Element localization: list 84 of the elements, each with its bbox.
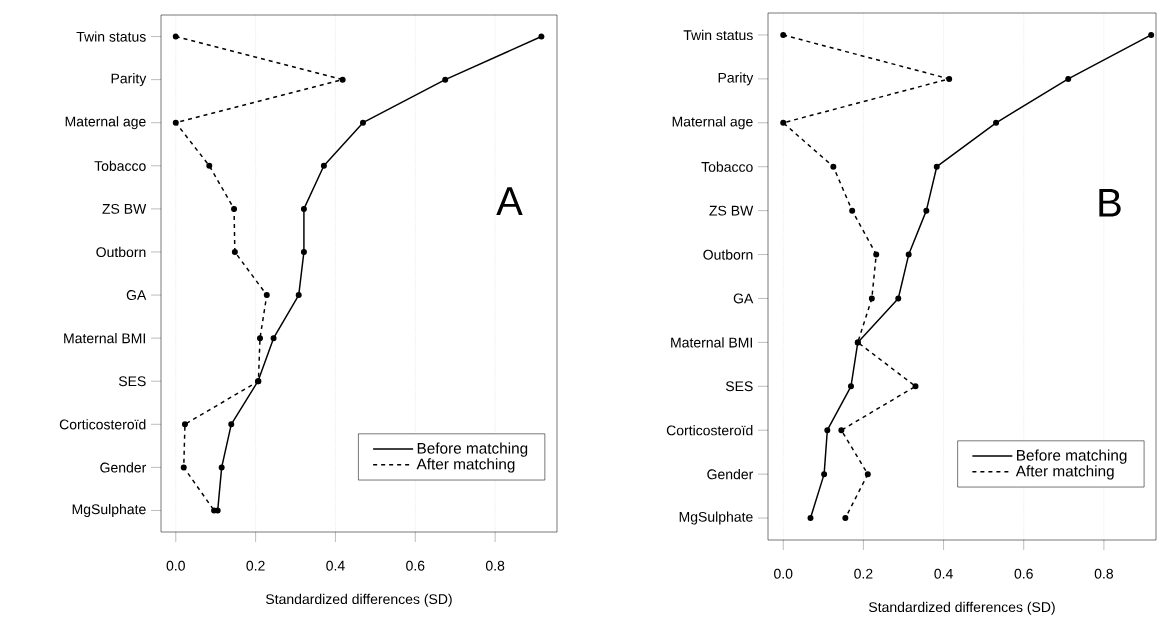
- point: [864, 471, 871, 478]
- y-tick-label: Outborn: [703, 249, 753, 260]
- annotation: B: [1099, 188, 1121, 217]
- point: [231, 205, 238, 212]
- point: [807, 515, 814, 522]
- x-tick-label: 0.6: [406, 560, 425, 571]
- point: [780, 119, 787, 126]
- point: [228, 421, 235, 428]
- x-tick-label: 0.4: [326, 560, 345, 571]
- y-tick-label: Maternal BMI: [64, 332, 145, 344]
- point: [231, 248, 238, 255]
- point: [868, 295, 875, 302]
- y-tick-label: Parity: [718, 72, 754, 86]
- y-tick-label: SES: [725, 381, 753, 392]
- point: [923, 207, 930, 214]
- y-tick-label: Corticosteroïd: [666, 425, 753, 436]
- x-tick-label: 0.2: [246, 560, 265, 571]
- y-tick-label: Outborn: [96, 246, 146, 258]
- point: [849, 207, 856, 214]
- point: [830, 163, 837, 170]
- point: [263, 292, 270, 299]
- y-tick-label: Gender: [100, 462, 147, 473]
- point: [873, 251, 880, 258]
- point: [780, 31, 787, 38]
- y-tick-label: Tobacco: [701, 161, 753, 172]
- y-tick-label: Maternal BMI: [671, 337, 752, 348]
- y-tick-label: GA: [733, 293, 754, 304]
- point: [295, 292, 302, 299]
- y-tick-label: Maternal age: [65, 116, 146, 130]
- y-tick-label: MgSulphate: [72, 503, 146, 517]
- x-tick-label: 0.8: [1094, 568, 1114, 579]
- x-tick-label: 0.8: [485, 560, 505, 571]
- annotation: A: [496, 187, 523, 215]
- point: [847, 383, 854, 390]
- point: [218, 464, 225, 471]
- x-tick-label: 0.0: [166, 560, 185, 571]
- point: [300, 205, 307, 212]
- legend-label: Before matching: [417, 442, 528, 457]
- point: [442, 76, 449, 83]
- point: [180, 464, 187, 471]
- x-tick-label: 0.4: [934, 568, 953, 579]
- y-tick-label: Corticosteroïd: [59, 419, 146, 430]
- point: [905, 251, 912, 258]
- point: [320, 162, 327, 169]
- point: [1148, 31, 1155, 38]
- point: [172, 33, 179, 40]
- y-tick-label: SES: [118, 376, 146, 387]
- point: [206, 162, 213, 169]
- point: [172, 119, 179, 126]
- point: [933, 163, 940, 170]
- y-tick-label: Twin status: [76, 31, 146, 42]
- x-tick-label: 0.2: [854, 568, 873, 579]
- point: [359, 119, 366, 126]
- point: [946, 75, 953, 82]
- point: [300, 248, 307, 255]
- point: [181, 421, 188, 428]
- point: [993, 119, 1000, 126]
- y-tick-label: ZS BW: [709, 205, 754, 216]
- legend-label: After matching: [1015, 465, 1114, 480]
- y-tick-label: ZS BW: [102, 203, 147, 214]
- legend-label: After matching: [416, 458, 515, 473]
- x-tick-label: 0.6: [1014, 568, 1033, 579]
- point: [270, 335, 277, 342]
- point: [842, 515, 849, 522]
- y-tick-label: Maternal age: [672, 116, 753, 130]
- x-axis-title: Standardized differences (SD): [265, 593, 452, 607]
- y-tick-label: Gender: [707, 468, 754, 480]
- point: [895, 295, 902, 302]
- point: [838, 427, 845, 434]
- point: [538, 33, 545, 40]
- x-tick-label: 0.0: [774, 568, 793, 579]
- y-tick-label: MgSulphate: [679, 511, 753, 525]
- x-axis-title: Standardized differences (SD): [868, 601, 1055, 615]
- point: [339, 76, 346, 83]
- point: [912, 383, 919, 390]
- point: [824, 427, 831, 434]
- y-tick-label: Parity: [111, 73, 147, 87]
- y-tick-label: Twin status: [683, 29, 753, 41]
- y-tick-label: GA: [126, 290, 147, 301]
- legend-label: Before matching: [1017, 449, 1127, 464]
- y-tick-label: Tobacco: [94, 160, 146, 171]
- point: [821, 471, 828, 478]
- point: [257, 335, 264, 342]
- point: [1065, 75, 1072, 82]
